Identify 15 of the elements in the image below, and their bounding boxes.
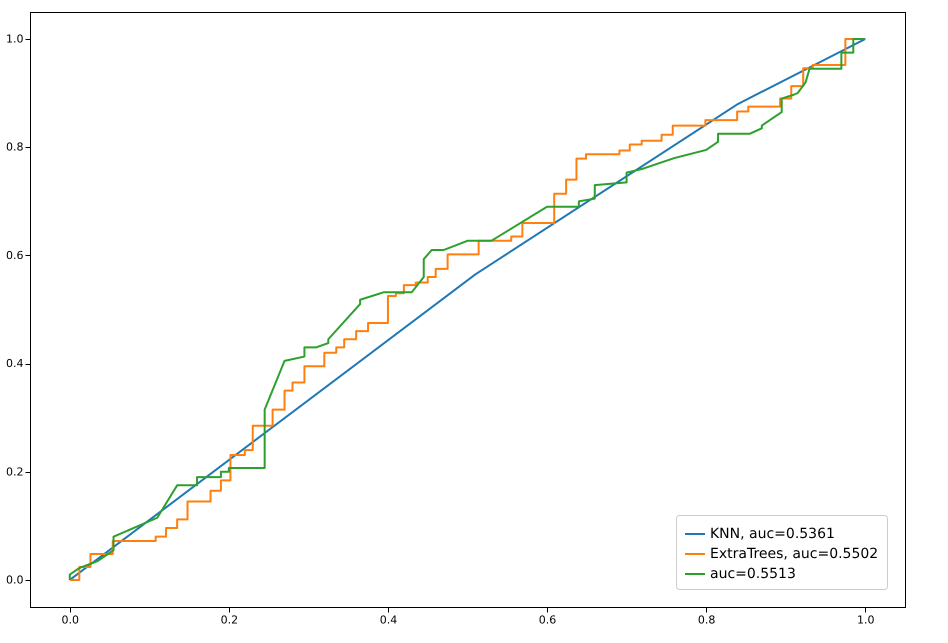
- x-tick-label: 0.4: [380, 614, 398, 626]
- x-tick-label: 0.0: [62, 614, 80, 626]
- y-tick-label: 0.4: [6, 357, 24, 370]
- x-tick-label: 1.0: [856, 614, 874, 626]
- x-tick-label: 0.2: [220, 614, 238, 626]
- y-tick-label: 0.0: [6, 573, 24, 586]
- y-tick-label: 0.6: [6, 248, 24, 262]
- y-tick-label: 1.0: [6, 32, 24, 46]
- legend-label: auc=0.5513: [710, 566, 796, 582]
- y-tick-label: 0.2: [6, 465, 24, 478]
- x-tick-label: 0.8: [698, 614, 716, 626]
- legend-label: ExtraTrees, auc=0.5502: [710, 546, 878, 562]
- y-tick-label: 0.8: [6, 140, 24, 154]
- x-tick-label: 0.6: [538, 614, 556, 626]
- legend-label: KNN, auc=0.5361: [710, 526, 835, 542]
